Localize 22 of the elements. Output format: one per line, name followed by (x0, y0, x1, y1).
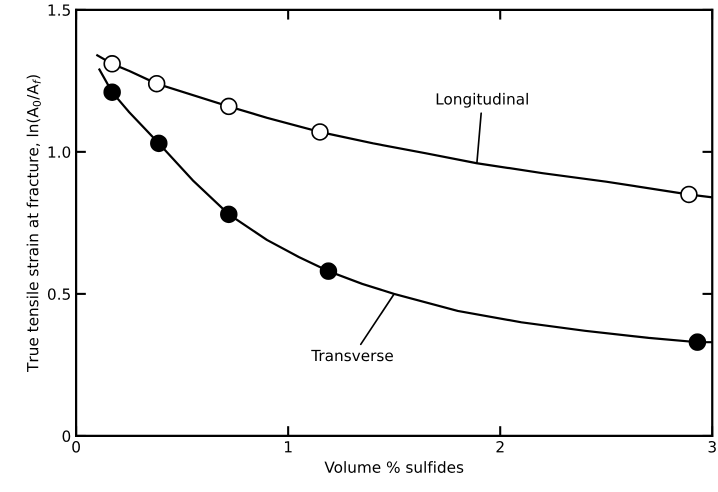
point (311, 123, 329, 141)
point (220, 98, 238, 116)
annotation: Longitudinal (436, 92, 528, 108)
x-tick-label: 1 (284, 441, 292, 452)
x-axis-title: Volume % sulfides (324, 461, 464, 473)
point (103, 55, 121, 73)
point (103, 83, 121, 101)
y-axis-title: True tensile strain at fracture, ln(A$_{0}$/A$_{f}$) (26, 75, 41, 372)
annotation: Transverse (311, 350, 393, 362)
point (680, 186, 698, 204)
point (320, 262, 338, 280)
point (150, 134, 168, 152)
point (148, 74, 166, 92)
x-tick-label: 2 (496, 441, 504, 452)
x-tick-label: 3 (708, 441, 716, 453)
point (220, 206, 238, 224)
y-tick-label: 1.5 (48, 4, 70, 16)
y-tick-label: 0 (62, 430, 70, 442)
y-tick-label: 0.5 (48, 288, 70, 300)
x-tick-label: 0 (72, 441, 80, 453)
point (688, 333, 706, 351)
y-tick-label: 1.0 (48, 146, 70, 158)
